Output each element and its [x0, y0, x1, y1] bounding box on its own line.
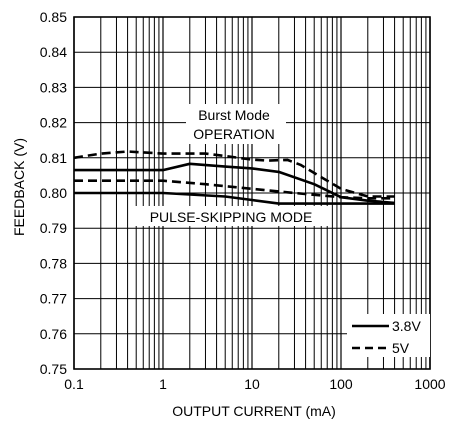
x-axis-label: OUTPUT CURRENT (mA) — [172, 403, 336, 419]
burst-mode-label-line1: Burst Mode — [198, 107, 270, 123]
y-tick-label: 0.85 — [40, 9, 67, 25]
y-tick-label: 0.78 — [40, 255, 67, 271]
burst-mode-label-bg — [186, 104, 286, 144]
tick-labels: 0.75 0.76 0.77 0.78 0.79 0.80 0.81 0.82 0.83 0.84… — [40, 9, 446, 392]
y-tick-label: 0.81 — [40, 150, 67, 166]
x-tick-label: 1000 — [414, 376, 445, 392]
legend: 3.8V 5V — [347, 314, 430, 357]
pulse-skipping-label: PULSE-SKIPPING MODE — [150, 209, 313, 225]
x-tick-label: 1 — [159, 376, 167, 392]
series-2-curve-2 — [74, 179, 395, 200]
data-curves — [73, 150, 395, 205]
y-tick-label: 0.83 — [40, 79, 67, 95]
y-tick-label: 0.84 — [40, 44, 67, 60]
series-1-curve-2 — [74, 191, 395, 205]
x-tick-label: 100 — [329, 376, 353, 392]
y-tick-label: 0.76 — [40, 326, 67, 342]
plot-border — [73, 16, 431, 370]
legend-box — [347, 314, 430, 357]
burst-mode-label-line2: OPERATION — [193, 126, 274, 142]
legend-label-3-8v: 3.8V — [392, 318, 421, 334]
series-2-curve-1 — [73, 150, 395, 198]
legend-label-5v: 5V — [392, 340, 410, 356]
y-tick-label: 0.79 — [40, 220, 67, 236]
pulse-skipping-label-bg — [134, 206, 330, 226]
y-axis-label: FEEDBACK (V) — [11, 138, 27, 236]
y-tick-label: 0.77 — [40, 291, 67, 307]
y-tick-label: 0.82 — [40, 115, 67, 131]
y-tick-label: 0.75 — [40, 361, 67, 377]
x-tick-label: 10 — [244, 376, 260, 392]
x-tick-label: 0.1 — [64, 376, 84, 392]
y-tick-label: 0.80 — [40, 185, 67, 201]
plot-frame — [73, 16, 431, 370]
